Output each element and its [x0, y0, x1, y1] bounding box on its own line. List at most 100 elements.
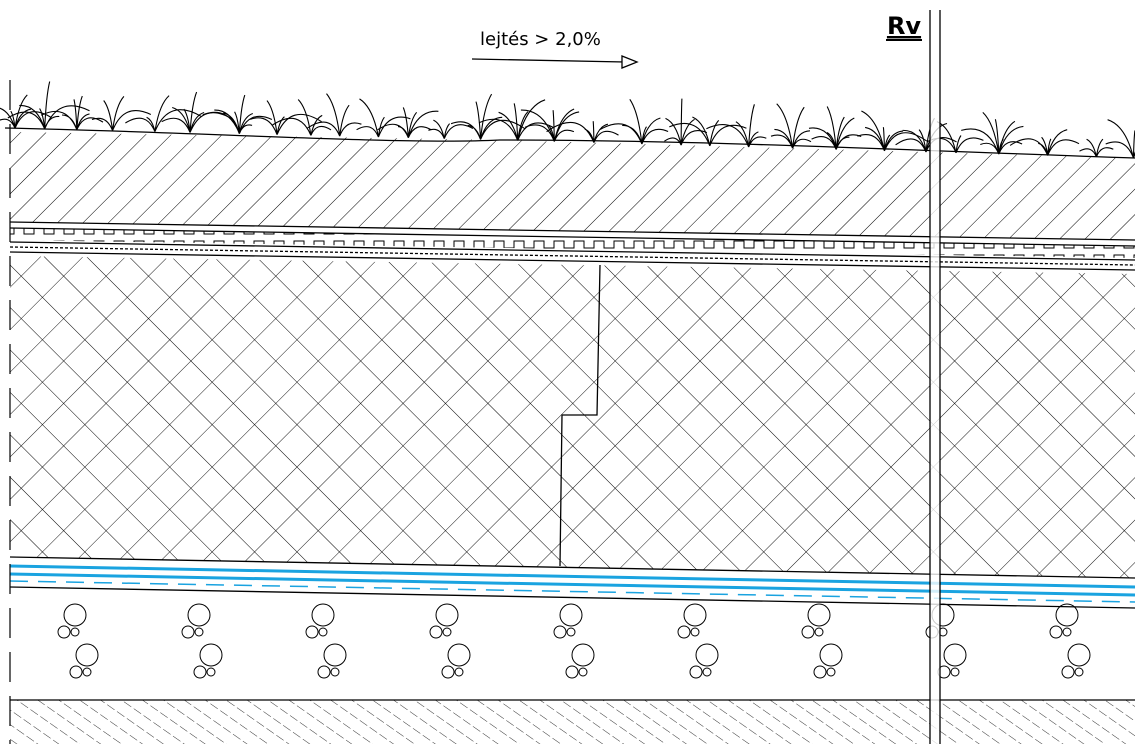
grass-tuft [546, 121, 619, 143]
pebble [578, 667, 588, 677]
pebble [442, 627, 452, 637]
slope-label: lejtés > 2,0% [480, 29, 601, 50]
pebble [702, 667, 712, 677]
pebble [690, 627, 700, 637]
pebble [311, 603, 335, 627]
arrow-head [621, 55, 639, 69]
pebble [82, 667, 92, 677]
pebble [943, 643, 967, 667]
layer-line [9, 556, 1135, 579]
base-layer [10, 700, 1135, 744]
axis-mask [930, 0, 940, 744]
membrane [9, 572, 1135, 597]
pebble [194, 627, 204, 637]
grass-tuft [664, 98, 708, 146]
pebble [206, 667, 216, 677]
grass-tuft [450, 93, 526, 140]
grass-tuft [895, 117, 957, 153]
grass-tuft [1079, 138, 1114, 158]
grass-tuft [202, 94, 273, 134]
pebble [69, 665, 83, 679]
pebble [559, 603, 583, 627]
grass-tuft [306, 93, 362, 137]
grass-tuft [808, 106, 862, 150]
pebble [566, 627, 576, 637]
pebble [447, 643, 471, 667]
pebble [305, 625, 319, 639]
grass [0, 81, 1135, 159]
pebble [683, 603, 707, 627]
grass-tuft [1009, 129, 1080, 156]
pebble [330, 667, 340, 677]
gravel-layer [57, 603, 1091, 679]
layer-line [9, 221, 1135, 241]
pebble [571, 643, 595, 667]
layer-line [9, 586, 1135, 609]
pebble [181, 625, 195, 639]
pebble [1061, 665, 1075, 679]
grass-tuft [91, 96, 152, 131]
pebble [807, 603, 831, 627]
fill-layer [10, 256, 1135, 578]
membrane [9, 580, 1135, 603]
grass-tuft [377, 107, 439, 139]
pebble [1049, 625, 1063, 639]
pebble [435, 603, 459, 627]
membrane [9, 564, 1135, 589]
axis-marker: Rv [887, 12, 921, 40]
pebble [187, 603, 211, 627]
pebble [70, 627, 80, 637]
grass-tuft [272, 99, 332, 136]
grass-tuft [770, 103, 812, 149]
layer-line [9, 241, 1135, 261]
grass-tuft [520, 108, 580, 142]
pebble [819, 643, 843, 667]
pebble [553, 625, 567, 639]
grass-tuft [857, 110, 928, 152]
pebble [1055, 603, 1079, 627]
pebble [1067, 643, 1091, 667]
grass-tuft [1105, 119, 1135, 159]
pebble [63, 603, 87, 627]
grass-tuft [161, 91, 234, 133]
soil-layer [10, 132, 1135, 240]
pebble [57, 625, 71, 639]
grass-tuft [7, 81, 90, 130]
pebble [317, 665, 331, 679]
grass-tuft [669, 116, 747, 147]
pebble [813, 665, 827, 679]
pebble [950, 667, 960, 677]
slope-arrow [471, 58, 626, 63]
grass-tuft [600, 98, 669, 145]
grass-tuft [926, 121, 984, 154]
layer-line [9, 246, 1135, 266]
pebble [441, 665, 455, 679]
pebble [801, 625, 815, 639]
drainage-layer [10, 228, 1135, 258]
pebble [318, 627, 328, 637]
grass-tuft [0, 94, 52, 129]
step-line [559, 264, 601, 567]
grass-tuft [706, 104, 767, 148]
pebble [695, 643, 719, 667]
pebble [1074, 667, 1084, 677]
pebble [1062, 627, 1072, 637]
grass-tuft [40, 95, 104, 131]
pebble [814, 627, 824, 637]
grass-tuft [356, 98, 411, 138]
pebble [193, 665, 207, 679]
layer-line [9, 251, 1135, 271]
grass-tuft [961, 111, 1024, 155]
pebble [565, 665, 579, 679]
pebble [826, 667, 836, 677]
pebble [323, 643, 347, 667]
grass-tuft [250, 100, 322, 135]
pebble [429, 625, 443, 639]
grass-tuft [125, 95, 202, 132]
pebble [677, 625, 691, 639]
pebble [75, 643, 99, 667]
grass-tuft [478, 99, 554, 141]
pebble [689, 665, 703, 679]
pebble [454, 667, 464, 677]
